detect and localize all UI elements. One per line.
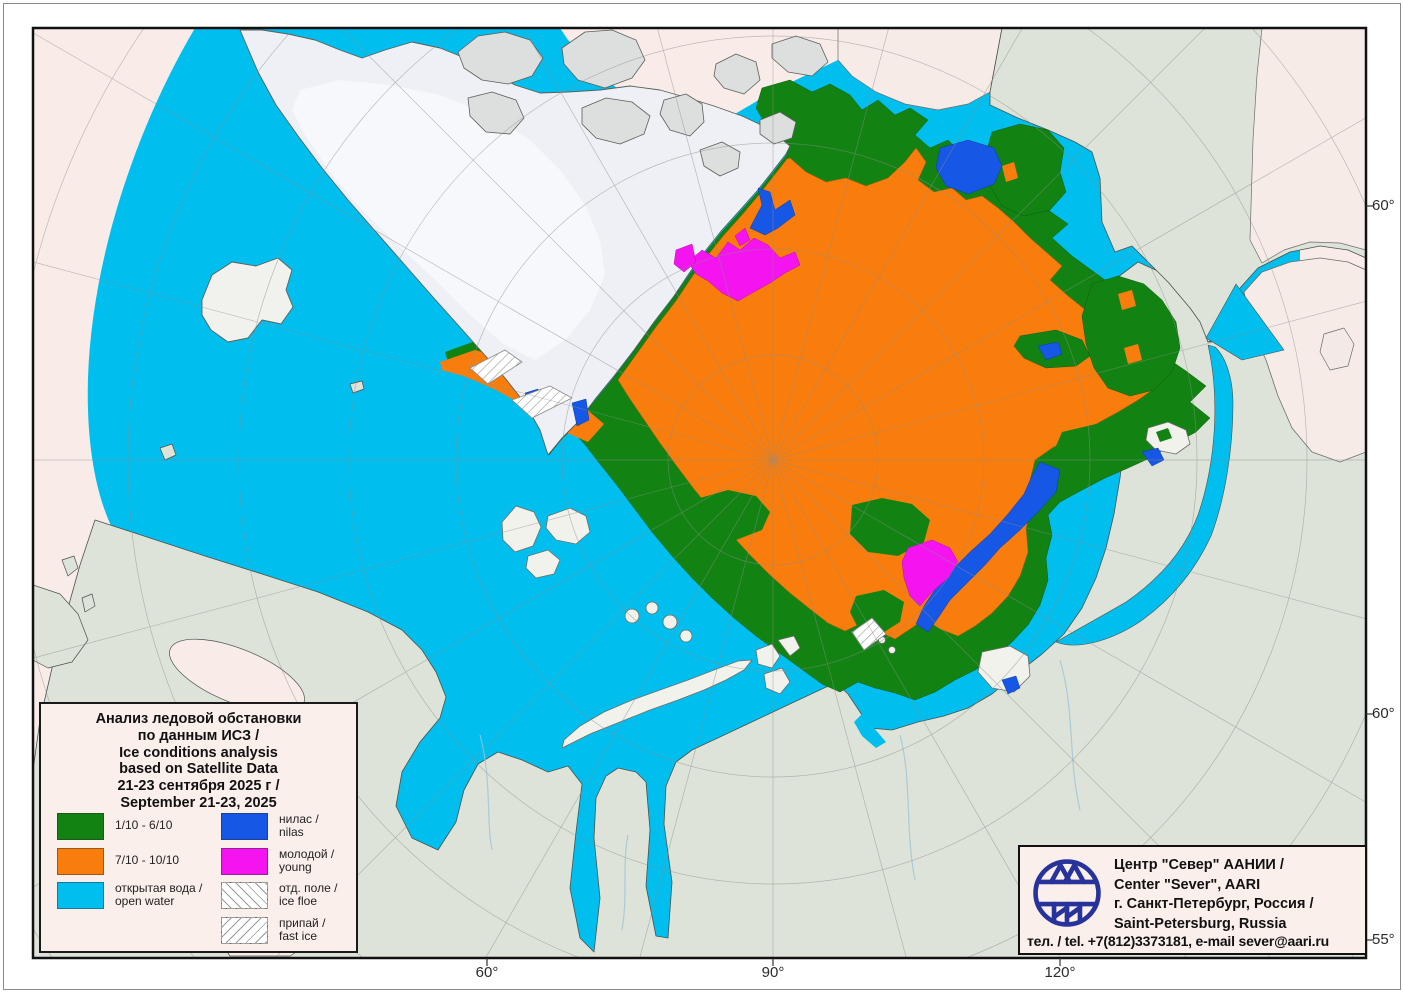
map-frame bbox=[31, 26, 1368, 960]
svalbard bbox=[525, 549, 561, 579]
longitude-label-120: 120° bbox=[1044, 964, 1076, 981]
credit-line: Центр "Север" ААНИИ / bbox=[1114, 857, 1284, 873]
legend-swatch-concentration-7-10 bbox=[57, 847, 104, 875]
franz-josef-land bbox=[645, 601, 659, 615]
svalbard bbox=[501, 505, 542, 553]
legend-item-fast-ice: припай / fast ice bbox=[221, 916, 325, 944]
legend-swatch-fast-ice bbox=[221, 916, 268, 944]
svalbard bbox=[545, 507, 591, 545]
severnaya-zemlya bbox=[763, 667, 791, 695]
latitude-label-55: 55° bbox=[1372, 931, 1395, 948]
credit-box: Центр "Север" ААНИИ / Center "Sever", AA… bbox=[1018, 845, 1367, 955]
bering-sea-channel bbox=[1055, 344, 1234, 646]
severnaya-zemlya bbox=[755, 643, 781, 669]
longitude-label-60: 60° bbox=[475, 964, 499, 981]
ice-orange-specks bbox=[1002, 162, 1142, 364]
legend-item-concentration-1-6: 1/10 - 6/10 bbox=[57, 812, 172, 840]
legend-title-line: 21-23 сентября 2025 г / bbox=[117, 778, 280, 795]
bering-strait-bay bbox=[1205, 283, 1285, 361]
novaya-zemlya bbox=[561, 659, 753, 749]
legend-box: Анализ ледовой обстановки по данным ИСЗ … bbox=[39, 702, 358, 953]
de-long-islands bbox=[888, 646, 896, 654]
ice-floe-patches bbox=[469, 349, 887, 651]
legend-item-young-ice: молодой / young bbox=[221, 847, 334, 875]
latitude-label-60-lower: 60° bbox=[1372, 705, 1395, 722]
legend-title-line: Анализ ледовой обстановки bbox=[95, 711, 302, 727]
wrangel-green-speck bbox=[1156, 428, 1172, 442]
legend-item-nilas: нилас / nilas bbox=[221, 812, 319, 840]
legend-item-label: 1/10 - 6/10 bbox=[115, 818, 173, 833]
legend-title-line: September 21-23, 2025 bbox=[120, 794, 277, 811]
legend-swatch-young-ice bbox=[221, 847, 268, 875]
legend-swatch-ice-floe bbox=[221, 881, 268, 909]
credit-line: Center "Sever", AARI bbox=[1114, 876, 1261, 893]
legend-title-line: Ice conditions analysis bbox=[119, 744, 278, 761]
legend-item-label: отд. поле / ice floe bbox=[279, 880, 338, 908]
legend-item-label: 7/10 - 10/10 bbox=[115, 853, 180, 868]
nilas-ice bbox=[524, 139, 1165, 695]
legend-item-label: открытая вода / open water bbox=[115, 880, 203, 908]
longitude-label-90: 90° bbox=[761, 964, 785, 981]
khatanga-inlet bbox=[854, 714, 886, 748]
legend-title-line: по данным ИСЗ / bbox=[137, 727, 260, 744]
young-ice bbox=[673, 227, 959, 607]
no-data-corner-alaska bbox=[1249, 28, 1366, 264]
franz-josef-land bbox=[679, 629, 693, 643]
credit-line: г. Санкт-Петербург, Россия / bbox=[1114, 896, 1314, 912]
legend-item-label: нилас / nilas bbox=[279, 811, 319, 839]
axis-ticks bbox=[486, 205, 1374, 966]
legend-swatch-open-water bbox=[57, 881, 104, 909]
legend-item-ice-floe: отд. поле / ice floe bbox=[221, 881, 337, 909]
ice-green-patches bbox=[696, 424, 1142, 636]
credit-contact-line: тел. / tel. +7(812)3373181, e-mail sever… bbox=[1027, 933, 1329, 949]
legend-item-label: молодой / young bbox=[279, 846, 335, 874]
legend-swatch-concentration-1-6 bbox=[57, 812, 104, 840]
credit-text: Центр "Север" ААНИИ / Center "Sever", AA… bbox=[1114, 856, 1313, 934]
legend-item-concentration-7-10: 7/10 - 10/10 bbox=[57, 847, 179, 875]
legend-title: Анализ ледовой обстановки по данным ИСЗ … bbox=[41, 711, 356, 812]
credit-line: Saint-Petersburg, Russia bbox=[1114, 915, 1287, 932]
no-data-alaska-patch bbox=[1243, 257, 1366, 463]
legend-title-line: based on Satellite Data bbox=[119, 761, 278, 778]
franz-josef-land bbox=[662, 614, 678, 630]
legend-item-open-water: открытая вода / open water bbox=[57, 881, 202, 909]
legend-item-label: припай / fast ice bbox=[279, 915, 326, 943]
aari-globe-logo-icon bbox=[1033, 859, 1101, 927]
greenland-icecap bbox=[292, 80, 605, 360]
island-right-edge bbox=[1319, 327, 1355, 371]
legend-swatch-nilas bbox=[221, 812, 268, 840]
canadian-arctic-islands bbox=[457, 29, 829, 177]
severnaya-zemlya bbox=[777, 635, 801, 657]
franz-josef-land bbox=[624, 608, 640, 624]
rivers bbox=[479, 659, 1081, 931]
latitude-label-60-upper: 60° bbox=[1372, 197, 1395, 214]
